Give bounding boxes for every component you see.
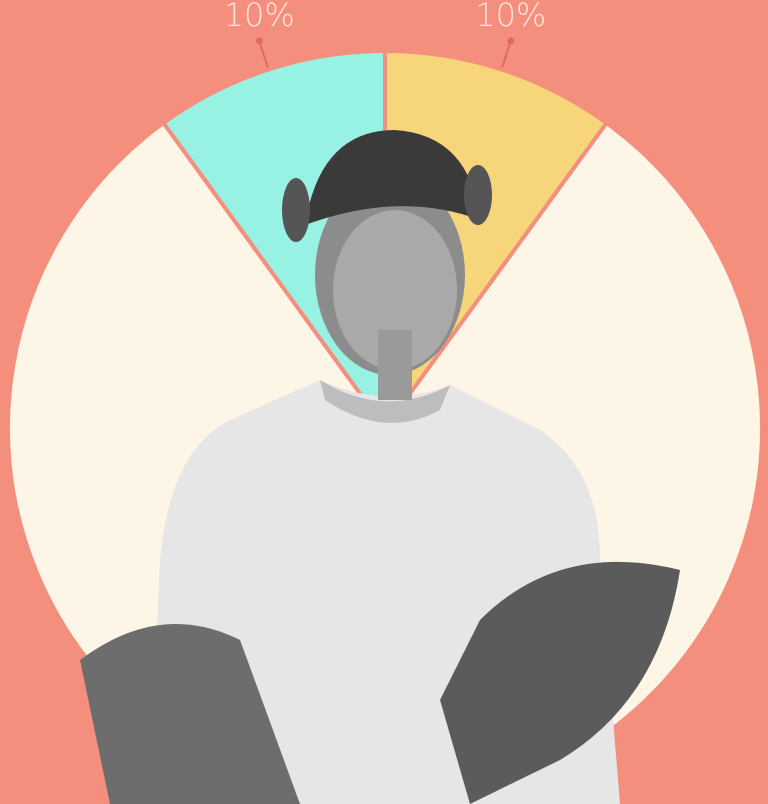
leader-line xyxy=(258,40,269,68)
photo-figure xyxy=(80,130,680,804)
value-label: 10% xyxy=(475,0,546,34)
leader-dot xyxy=(255,37,263,45)
leader-dot xyxy=(507,37,515,45)
value-label: 10% xyxy=(224,0,295,34)
leader-line xyxy=(501,40,512,68)
